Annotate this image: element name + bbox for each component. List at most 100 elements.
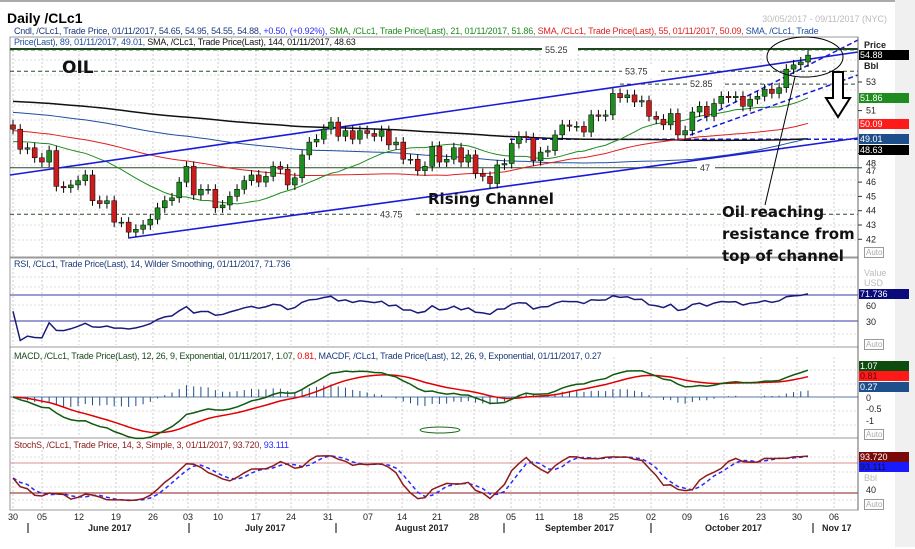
date-tick-label: 30	[792, 512, 803, 522]
sma-89-line	[12, 111, 809, 164]
price-tick-label: 48	[866, 159, 876, 169]
level-label-bg	[542, 43, 578, 55]
candle-up	[104, 200, 110, 204]
candle-up	[689, 111, 696, 131]
price-tick-label: 44	[866, 206, 876, 216]
date-tick-label: 16	[719, 512, 730, 522]
date-tick-label: 21	[432, 512, 443, 522]
price-value-tag: 49.01	[859, 134, 909, 145]
candle-up	[162, 200, 168, 209]
candle-down	[10, 124, 16, 130]
candle-up	[169, 197, 175, 201]
date-tick-label: 14	[397, 512, 408, 522]
candle-up	[357, 130, 363, 140]
stoch-d-tag: 93.111	[859, 462, 909, 472]
date-tick-label: 23	[756, 512, 767, 522]
legend-segment: MACDF, /CLc1, Trade Price(Last), 12, 26,…	[316, 351, 602, 361]
candle-up	[696, 106, 703, 113]
candle-down	[523, 136, 529, 139]
date-tick-label: 24	[286, 512, 297, 522]
candle-up	[624, 94, 631, 98]
legend-segment: MACD, /CLc1, Trade Price(Last), 12, 26, …	[14, 351, 295, 361]
date-tick-label: 10	[213, 512, 224, 522]
candle-down	[480, 173, 486, 177]
macd-auto-button[interactable]: Auto	[864, 429, 885, 440]
candle-down	[653, 116, 659, 120]
price-tick-label: 42	[866, 234, 876, 244]
date-tick-label: 17	[251, 512, 262, 522]
candle-up	[183, 166, 190, 183]
candle-down	[566, 124, 573, 127]
candle-up	[219, 204, 226, 209]
candle-up	[451, 147, 457, 160]
candle-down	[364, 130, 370, 134]
candle-up	[306, 141, 313, 156]
candle-up	[783, 68, 790, 88]
rsi-tick: 30	[866, 317, 877, 327]
candle-up	[508, 143, 515, 164]
candle-up	[241, 180, 248, 190]
candle-down	[335, 121, 341, 137]
candle-down	[39, 157, 45, 163]
candle-down	[595, 114, 602, 117]
candle-up	[711, 103, 717, 117]
date-tick-label: 07	[363, 512, 374, 522]
sma-55-line	[12, 122, 809, 177]
candle-up	[516, 136, 522, 144]
candle-up	[133, 229, 139, 233]
annotation-line: Oil reaching	[722, 203, 825, 221]
candle-up	[494, 164, 500, 184]
date-tick-label: 18	[573, 512, 584, 522]
month-label: June 2017	[88, 523, 132, 533]
candle-down	[646, 100, 652, 117]
candle-up	[747, 98, 753, 107]
down-arrow-icon	[824, 71, 852, 119]
candle-down	[725, 96, 732, 98]
month-label: October 2017	[705, 523, 763, 533]
candle-up	[798, 61, 804, 66]
candle-up	[299, 154, 305, 179]
candle-up	[248, 174, 255, 181]
stoch-tick: 40	[866, 485, 877, 495]
stoch-k-line	[12, 455, 809, 502]
candle-down	[414, 158, 421, 171]
rsi-auto-button[interactable]: Auto	[864, 339, 885, 350]
price-tick-label: 51	[866, 106, 876, 116]
candle-down	[436, 146, 443, 163]
price-auto-button[interactable]: Auto	[864, 247, 885, 258]
macd-legend: MACD, /CLc1, Trade Price(Last), 12, 26, …	[14, 351, 602, 361]
candle-down	[704, 106, 710, 117]
candle-down	[212, 189, 219, 209]
price-axis-header: Price	[864, 40, 887, 50]
stoch-auto-button[interactable]: Auto	[864, 499, 885, 510]
price-tick-label: 43	[866, 220, 876, 230]
candle-down	[487, 176, 493, 184]
candle-down	[17, 128, 23, 150]
candle-up	[118, 221, 125, 224]
candle-up	[82, 174, 89, 181]
candle-down	[60, 186, 67, 189]
date-tick-label: 12	[74, 512, 85, 522]
legend-segment: 01/11/2017, 49.01,	[74, 37, 145, 47]
candle-up	[537, 151, 544, 161]
legend-segment: +0.50, (+0.92%),	[261, 26, 328, 36]
candle-up	[732, 96, 739, 98]
date-tick-label: 28	[469, 512, 480, 522]
date-tick-label: 05	[506, 512, 517, 522]
date-tick-label: 06	[829, 512, 840, 522]
candle-up	[682, 130, 688, 136]
candle-down	[530, 137, 537, 161]
candle-up	[667, 113, 674, 126]
candle-down	[31, 147, 38, 159]
legend-segment: SMA, /CLc1, Trade Price(Last), 89,	[14, 26, 819, 47]
price-axis-unit: Bbl	[864, 61, 879, 71]
month-label: September 2017	[545, 523, 615, 533]
candle-up	[176, 181, 182, 199]
annotation-resistance: Oil reaching resistance from top of chan…	[722, 201, 855, 267]
candle-down	[472, 154, 479, 174]
date-tick-label: 05	[37, 512, 48, 522]
date-tick-label: 19	[111, 512, 122, 522]
candle-up	[75, 180, 81, 186]
legend-segment: 93.111	[261, 440, 289, 450]
